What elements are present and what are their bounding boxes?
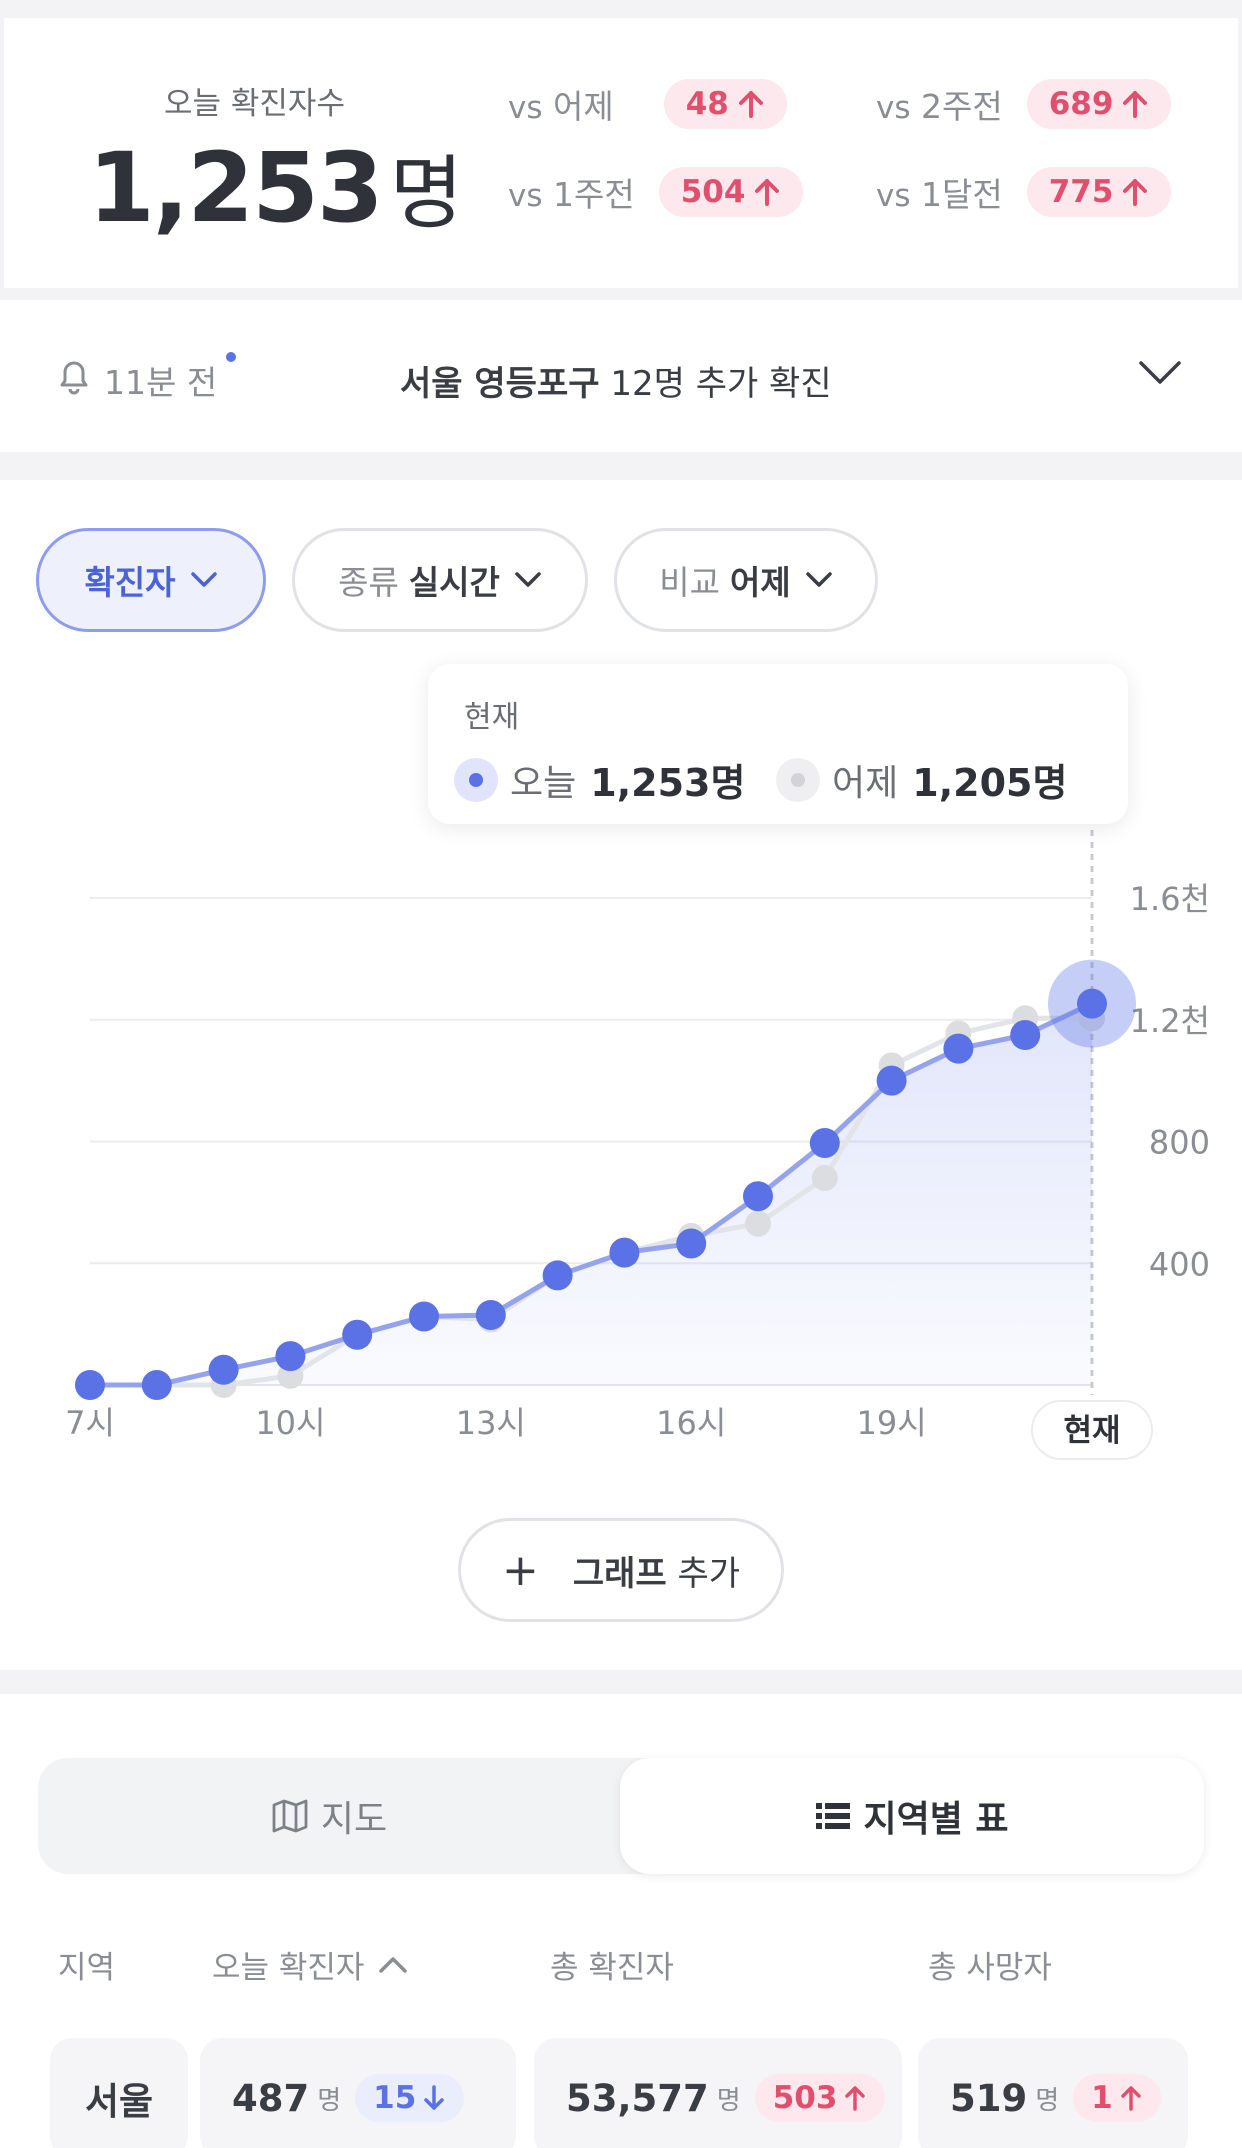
chevron-down-icon [805,572,832,587]
tab-region-table[interactable]: 지역별 표 [620,1758,1204,1874]
compare-yesterday: vs 어제 48 [508,78,787,130]
compare-yesterday-badge: 48 [663,79,787,129]
chart-tooltip: 현재 오늘 1,253명 어제 1,205명 [428,664,1128,824]
arrow-up-icon [1123,179,1148,206]
header-region[interactable]: 지역 [58,1950,116,1986]
today-point[interactable] [1077,988,1107,1019]
yesterday-legend-dot [776,757,820,802]
chevron-down-icon[interactable] [1138,358,1182,388]
today-point[interactable] [141,1370,172,1400]
arrow-up-icon [1123,91,1148,118]
current-tick-pill [1031,1400,1153,1460]
chevron-down-icon [190,572,217,587]
chart[interactable]: 400 800 1.2천 1.6천 7시 10시 13시 16시 19시 현재 [0,480,1242,1510]
table-row-deaths: 519 명 1 [918,2038,1188,2148]
y-tick-label: 800 [1149,1124,1210,1162]
today-legend-dot [454,757,498,802]
compare-1month: vs 1달전 775 [876,166,1172,218]
arrow-up-icon [1120,2086,1141,2111]
y-tick-label: 1.2천 [1130,1002,1210,1040]
y-tick-label: 1.6천 [1130,880,1210,918]
today-point[interactable] [208,1354,239,1385]
today-point[interactable] [542,1260,573,1291]
today-point[interactable] [876,1065,907,1096]
x-tick-label: 10시 [255,1404,325,1442]
deaths-change-badge: 1 [1073,2074,1161,2122]
notice-bar[interactable]: 11분 전 서울 영등포구 12명 추가 확진 [0,300,1242,452]
arrow-up-icon [845,2086,866,2111]
bell-icon [60,361,88,395]
compare-1month-badge: 775 [1026,167,1172,217]
region-card: 지도 지역별 표 지역 오늘 확진자 총 확진자 총 사망자 서울 487 명 1… [0,1694,1242,2148]
today-point[interactable] [743,1181,773,1212]
x-tick-current: 현재 [1063,1413,1120,1449]
today-change-badge: 15 [355,2074,465,2122]
today-cases-value: 1,253 명 [88,132,463,244]
filter-compare-button[interactable]: 비교 어제 [614,528,878,632]
compare-1week-badge: 504 [658,167,804,217]
today-point[interactable] [609,1237,640,1268]
today-point[interactable] [75,1370,105,1400]
plus-icon: + [501,1544,539,1596]
filter-type-button[interactable]: 확진자 [36,528,266,632]
view-toggle: 지도 지역별 표 [38,1758,1204,1874]
today-point[interactable] [275,1341,306,1372]
notice-time: 11분 전 [104,363,218,402]
compare-1week: vs 1주전 504 [508,166,804,218]
table-row-region[interactable]: 서울 [50,2038,188,2148]
chevron-up-icon [379,1956,408,1973]
header-deaths[interactable]: 총 사망자 [928,1950,1052,1986]
tooltip-yesterday: 어제 1,205명 [776,752,1067,807]
yesterday-point [745,1210,771,1237]
x-tick-label: 19시 [857,1404,927,1442]
arrow-up-icon [738,91,763,118]
compare-2weeks-badge: 689 [1026,79,1172,129]
header-total[interactable]: 총 확진자 [550,1950,674,1986]
y-tick-label: 400 [1149,1245,1210,1283]
total-change-badge: 503 [754,2074,886,2122]
map-icon [272,1799,308,1833]
table-row-today: 487 명 15 [200,2038,516,2148]
today-point[interactable] [409,1301,439,1332]
compare-2weeks: vs 2주전 689 [876,78,1172,130]
today-point[interactable] [1010,1019,1041,1050]
new-dot [226,352,236,362]
filter-kind-button[interactable]: 종류 실시간 [292,528,588,632]
today-line [90,1001,1094,1388]
today-point[interactable] [943,1033,974,1064]
today-point[interactable] [809,1128,840,1159]
today-cases-label: 오늘 확진자수 [164,86,345,122]
tab-map[interactable]: 지도 [38,1758,620,1874]
table-row-total: 53,577 명 503 [534,2038,902,2148]
list-icon [816,1803,851,1829]
today-point[interactable] [342,1319,373,1350]
today-area [90,1003,1092,1385]
tooltip-today: 오늘 1,253명 [454,752,745,807]
header-today[interactable]: 오늘 확진자 [212,1942,408,1987]
add-graph-button[interactable]: + 그래프 추가 [458,1518,784,1622]
today-point[interactable] [676,1228,707,1259]
x-tick-label: 16시 [656,1404,726,1442]
summary-card: 오늘 확진자수 1,253 명 vs 어제 48 vs 2주전 689 vs 1주… [4,18,1238,288]
yesterday-point [811,1165,838,1192]
tooltip-title: 현재 [464,700,520,735]
today-point[interactable] [475,1299,506,1330]
x-tick-label: 13시 [456,1404,526,1442]
notice-message: 서울 영등포구 12명 추가 확진 [400,364,832,404]
chart-card: 확진자 종류 실시간 비교 어제 400 800 1.2천 1.6천 7시 10시 13시 16… [0,480,1242,1670]
arrow-up-icon [755,179,780,206]
arrow-down-icon [424,2085,445,2110]
x-tick-label: 7시 [65,1404,115,1442]
chevron-down-icon [515,572,541,587]
